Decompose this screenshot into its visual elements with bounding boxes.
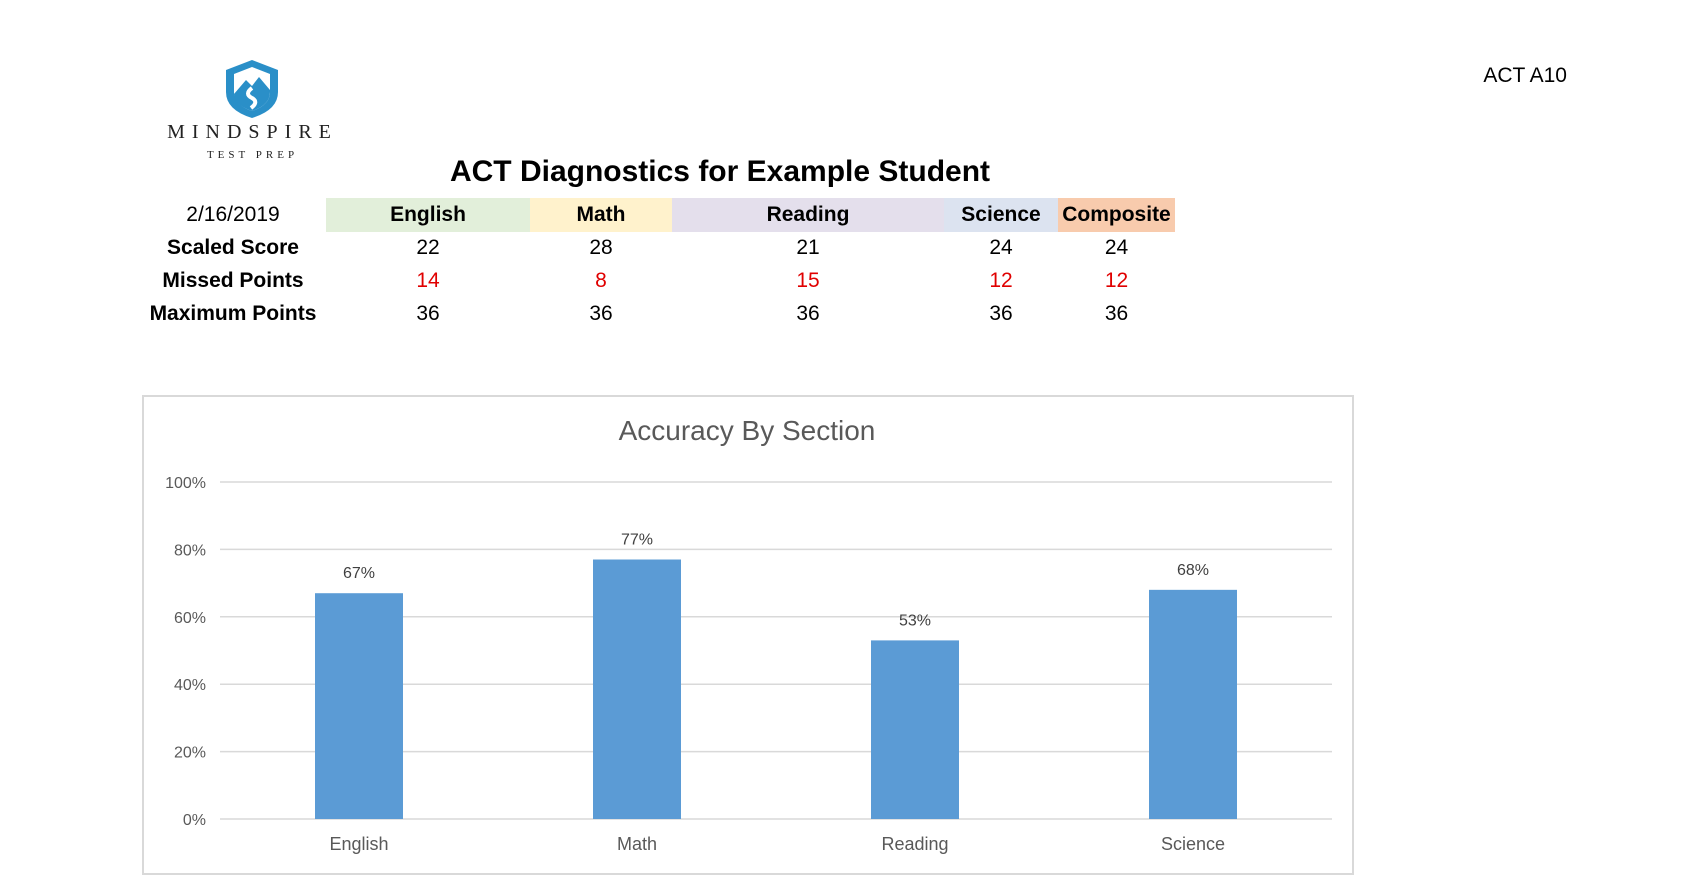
bar-math: [593, 559, 681, 819]
report-date: 2/16/2019: [186, 203, 280, 226]
missed-points-reading: 15: [796, 269, 820, 292]
y-tick-label: 80%: [174, 542, 206, 559]
maximum-points-english: 36: [416, 302, 440, 325]
maximum-points-science: 36: [989, 302, 1013, 325]
bar-english: [315, 593, 403, 819]
scaled-score-science: 24: [989, 236, 1013, 259]
header-math: Math: [530, 198, 672, 232]
row-label-scaled-score: Scaled Score: [167, 236, 299, 259]
data-label-science: 68%: [1177, 562, 1209, 579]
y-tick-label: 100%: [165, 475, 206, 492]
bar-reading: [871, 640, 959, 819]
bar-science: [1149, 589, 1237, 819]
category-label-science: Science: [1161, 834, 1225, 854]
missed-points-math: 8: [595, 269, 607, 292]
maximum-points-composite: 36: [1104, 302, 1129, 325]
row-label-maximum-points: Maximum Points: [149, 302, 317, 325]
chart-title: Accuracy By Section: [619, 415, 876, 446]
data-label-math: 77%: [621, 532, 653, 549]
header-reading: Reading: [672, 198, 944, 232]
y-tick-label: 0%: [183, 812, 206, 829]
missed-points-english: 14: [416, 269, 440, 292]
scaled-score-math: 28: [589, 236, 613, 259]
category-label-math: Math: [617, 834, 657, 854]
logo-wordmark: MINDSPIRE: [167, 121, 338, 143]
scaled-score-english: 22: [416, 236, 440, 259]
row-label-missed-points: Missed Points: [162, 269, 304, 292]
missed-points-composite: 12: [1104, 269, 1129, 292]
maximum-points-math: 36: [589, 302, 613, 325]
y-tick-label: 60%: [174, 610, 206, 627]
y-tick-label: 20%: [174, 745, 206, 762]
report-title: ACT Diagnostics for Example Student: [449, 155, 991, 188]
maximum-points-reading: 36: [796, 302, 820, 325]
header-science: Science: [944, 198, 1058, 232]
category-label-reading: Reading: [881, 834, 948, 854]
mindspire-shield-logo: [226, 60, 278, 118]
category-label-english: English: [329, 834, 388, 854]
scaled-score-reading: 21: [796, 236, 820, 259]
header-composite: Composite: [1058, 198, 1175, 232]
data-label-english: 67%: [343, 565, 375, 582]
document-code: ACT A10: [1483, 64, 1567, 87]
y-tick-label: 40%: [174, 677, 206, 694]
logo-tagline: TEST PREP: [206, 149, 299, 161]
accuracy-chart: Accuracy By Section 0% 20% 40% 60% 80% 100% 6…: [165, 415, 1332, 854]
data-label-reading: 53%: [899, 612, 931, 629]
header-english: English: [326, 198, 530, 232]
missed-points-science: 12: [989, 269, 1013, 292]
scaled-score-composite: 24: [1104, 236, 1129, 259]
